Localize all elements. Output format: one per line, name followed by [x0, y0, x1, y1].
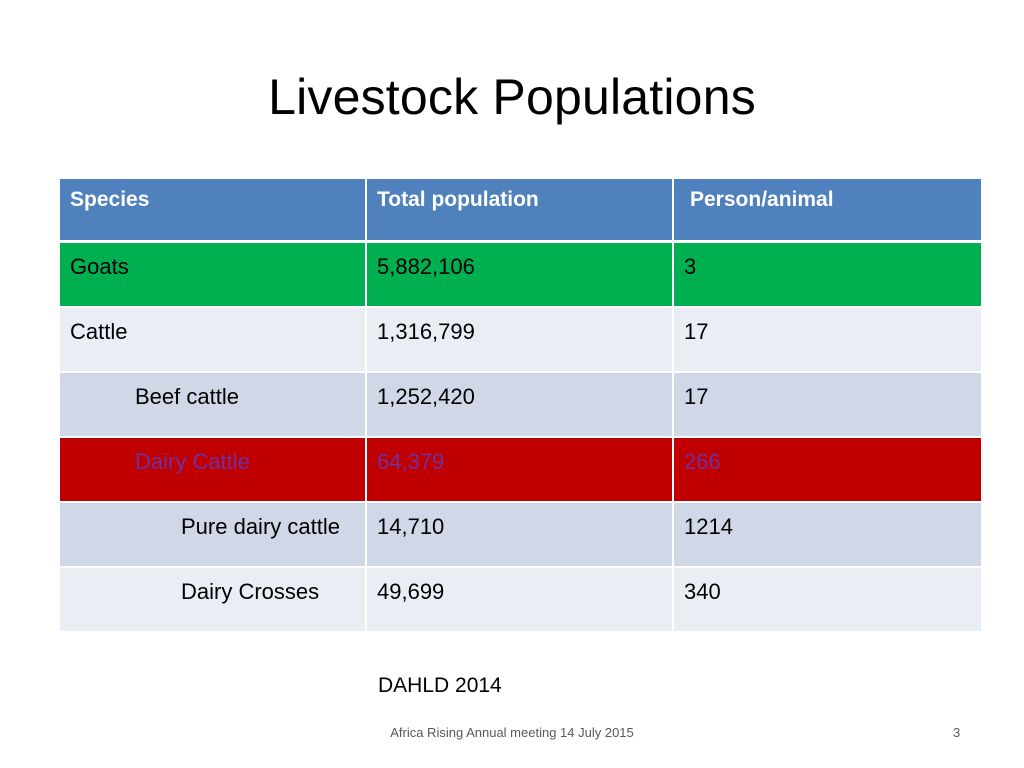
table-row: Beef cattle 1,252,420 17: [60, 373, 981, 438]
table-header-row: Species Total population Person/animal: [60, 179, 981, 243]
table-row: Cattle 1,316,799 17: [60, 308, 981, 373]
livestock-table: Species Total population Person/animal G…: [60, 179, 981, 633]
table-row: Pure dairy cattle 14,710 1214: [60, 503, 981, 568]
species-cell: Beef cattle: [60, 373, 367, 436]
species-cell: Dairy Cattle: [60, 438, 367, 501]
person-animal-cell: 340: [684, 579, 721, 604]
header-species: Species: [60, 179, 367, 240]
slide-footer: Africa Rising Annual meeting 14 July 201…: [390, 725, 634, 740]
total-population-cell: 14,710: [367, 503, 674, 566]
slide-title: Livestock Populations: [268, 69, 756, 125]
total-population-cell: 1,252,420: [367, 373, 674, 436]
total-population-cell: 64,379: [367, 438, 674, 501]
source-note: DAHLD 2014: [378, 674, 502, 697]
person-animal-cell: 1214: [684, 514, 733, 539]
total-population-cell: 49,699: [367, 568, 674, 631]
species-cell: Dairy Crosses: [60, 568, 367, 631]
header-person-animal: Person/animal: [690, 188, 834, 211]
person-animal-cell: 17: [684, 384, 709, 409]
species-cell: Cattle: [60, 308, 367, 371]
person-animal-cell: 3: [684, 254, 697, 279]
page-number: 3: [953, 725, 961, 740]
total-population-cell: 1,316,799: [367, 308, 674, 371]
total-population-cell: 5,882,106: [367, 243, 674, 306]
table-row: Dairy Cattle 64,379 266: [60, 438, 981, 503]
header-total-population: Total population: [367, 179, 674, 240]
species-cell: Goats: [60, 243, 367, 306]
table-row: Goats 5,882,106 3: [60, 243, 981, 308]
table-row: Dairy Crosses 49,699 340: [60, 568, 981, 633]
person-animal-cell: 266: [684, 449, 721, 474]
person-animal-cell: 17: [684, 319, 709, 344]
species-cell: Pure dairy cattle: [60, 503, 367, 566]
